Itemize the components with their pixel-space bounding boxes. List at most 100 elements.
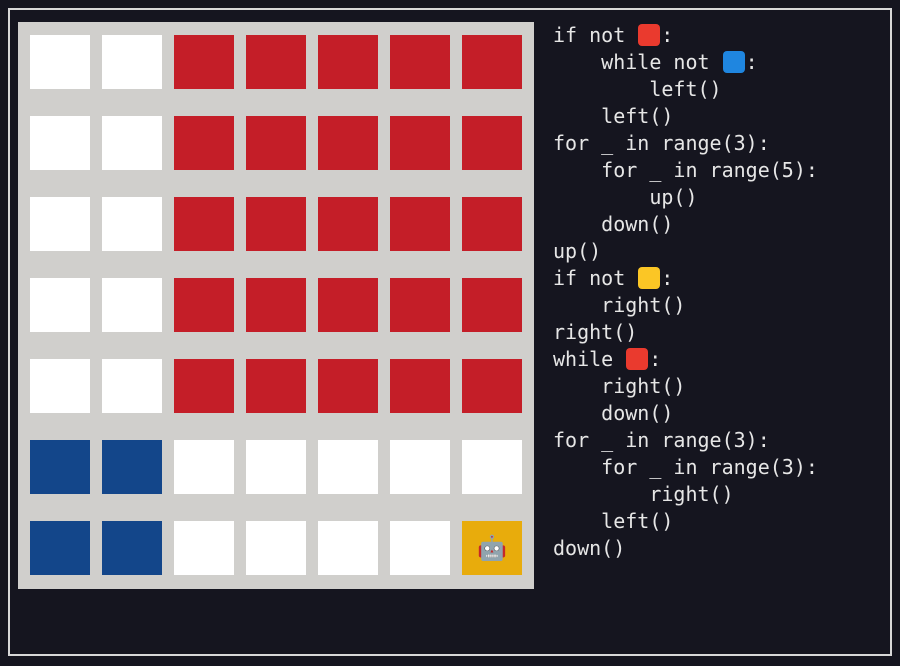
code-indent xyxy=(553,374,601,398)
board-cell-blue xyxy=(102,440,162,494)
board-cell-red xyxy=(318,278,378,332)
board-cell-white xyxy=(102,35,162,89)
code-indent xyxy=(553,401,601,425)
code-line: while not : xyxy=(553,49,818,76)
code-text: for _ in range(3): xyxy=(553,428,770,452)
code-text: for _ in range(5): xyxy=(601,158,818,182)
board-cell-red xyxy=(174,278,234,332)
board-cell-white xyxy=(390,521,450,575)
board-cell-red xyxy=(174,359,234,413)
code-indent xyxy=(553,455,601,479)
board-cell-red xyxy=(462,359,522,413)
code-text: right() xyxy=(601,374,686,398)
code-text: right() xyxy=(601,293,686,317)
code-indent xyxy=(553,77,649,101)
code-indent xyxy=(553,185,649,209)
board-cell-red xyxy=(318,359,378,413)
code-text: if not xyxy=(553,23,638,47)
board-cell-red xyxy=(246,278,306,332)
code-text-suffix: : xyxy=(649,347,662,371)
board-cell-blue xyxy=(30,440,90,494)
board-cell-white xyxy=(462,440,522,494)
code-indent xyxy=(553,482,649,506)
board-cell-white xyxy=(102,116,162,170)
code-indent xyxy=(553,509,601,533)
game-board: 🤖 xyxy=(18,22,534,589)
code-text: right() xyxy=(649,482,734,506)
code-line: up() xyxy=(553,238,818,265)
game-frame xyxy=(8,8,892,656)
red-square-icon xyxy=(626,348,649,370)
code-line: if not : xyxy=(553,22,818,49)
code-panel: if not : while not : left() left() for _ … xyxy=(553,22,818,562)
code-indent xyxy=(553,104,601,128)
board-cell-white xyxy=(246,521,306,575)
code-text: left() xyxy=(601,104,674,128)
board-cell-red xyxy=(174,197,234,251)
board-cell-white xyxy=(174,521,234,575)
code-text: down() xyxy=(601,401,674,425)
code-indent xyxy=(553,50,601,74)
code-text: up() xyxy=(649,185,698,209)
board-cell-white xyxy=(102,197,162,251)
board-cell-red xyxy=(174,116,234,170)
board-cell-red xyxy=(462,197,522,251)
board-cell-white xyxy=(30,197,90,251)
code-indent xyxy=(553,158,601,182)
code-text: if not xyxy=(553,266,638,290)
board-cell-red xyxy=(246,116,306,170)
code-line: right() xyxy=(553,319,818,346)
board-cell-white xyxy=(102,278,162,332)
board-cell-white xyxy=(102,359,162,413)
board-cell-red xyxy=(390,197,450,251)
board-cell-red xyxy=(390,278,450,332)
code-text: down() xyxy=(601,212,674,236)
code-text: while not xyxy=(601,50,722,74)
board-cell-white xyxy=(390,440,450,494)
board-cell-red xyxy=(390,359,450,413)
red-square-icon xyxy=(638,24,661,46)
board-cell-white xyxy=(318,521,378,575)
board-cell-red xyxy=(246,197,306,251)
board-cell-white xyxy=(318,440,378,494)
board-cell-white xyxy=(30,35,90,89)
code-line: right() xyxy=(553,481,818,508)
code-line: right() xyxy=(553,292,818,319)
board-cell-red xyxy=(318,35,378,89)
code-text: left() xyxy=(649,77,722,101)
code-text-suffix: : xyxy=(661,266,674,290)
code-line: while : xyxy=(553,346,818,373)
code-indent xyxy=(553,212,601,236)
code-indent xyxy=(553,293,601,317)
robot-icon: 🤖 xyxy=(477,534,507,562)
yellow-square-icon xyxy=(638,267,661,289)
board-cell-red xyxy=(390,116,450,170)
code-line: left() xyxy=(553,76,818,103)
code-line: for _ in range(3): xyxy=(553,454,818,481)
board-cell-red xyxy=(318,197,378,251)
code-text: for _ in range(3): xyxy=(553,131,770,155)
board-cell-red xyxy=(462,116,522,170)
board-cell-white xyxy=(30,359,90,413)
code-line: up() xyxy=(553,184,818,211)
code-text-suffix: : xyxy=(661,23,674,47)
code-line: down() xyxy=(553,400,818,427)
board-cell-red xyxy=(390,35,450,89)
code-text: right() xyxy=(553,320,638,344)
code-text: for _ in range(3): xyxy=(601,455,818,479)
code-line: for _ in range(5): xyxy=(553,157,818,184)
board-cell-blue xyxy=(30,521,90,575)
board-cell-red xyxy=(318,116,378,170)
code-line: for _ in range(3): xyxy=(553,427,818,454)
code-line: left() xyxy=(553,508,818,535)
board-cell-blue xyxy=(102,521,162,575)
code-text: down() xyxy=(553,536,626,560)
board-cell-white xyxy=(174,440,234,494)
code-text: left() xyxy=(601,509,674,533)
board-cell-red xyxy=(462,35,522,89)
code-line: right() xyxy=(553,373,818,400)
code-line: for _ in range(3): xyxy=(553,130,818,157)
code-line: down() xyxy=(553,535,818,562)
code-line: if not : xyxy=(553,265,818,292)
board-cell-red xyxy=(174,35,234,89)
